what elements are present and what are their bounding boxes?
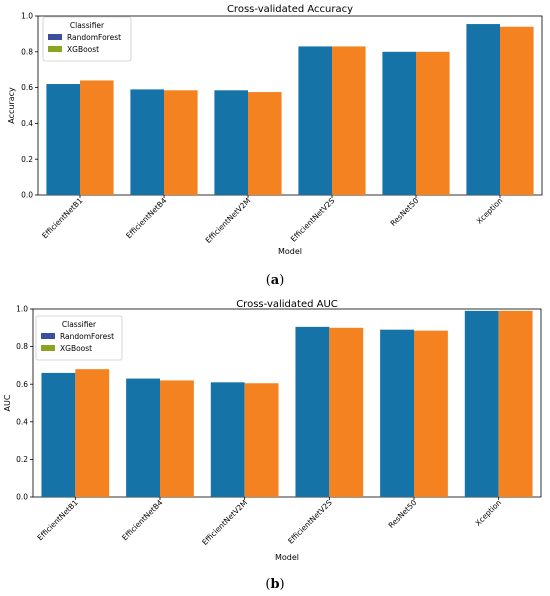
y-tick-label: 0.0 [21,191,33,200]
y-tick-label: 1.0 [21,12,33,21]
bar-xgboost [244,383,279,497]
bar-randomforest [214,90,248,195]
bar-randomforest [380,329,414,497]
bar-randomforest [298,46,332,196]
figure-caption: (a) [266,273,285,288]
bar-xgboost [416,51,450,195]
bar-xgboost [332,46,366,196]
legend-swatch [41,345,55,351]
bar-randomforest [41,372,76,497]
x-axis-label: Model [275,553,299,562]
plot-frame [37,15,543,196]
y-axis-label: Accuracy [7,87,16,124]
x-tick-label: EfficientNetB4 [120,498,164,542]
bar-randomforest [126,378,160,497]
bar-xgboost [414,330,448,497]
y-tick-label: 0.8 [16,342,28,351]
y-axis-label: AUC [3,394,12,411]
bar-randomforest [130,89,164,195]
bar-randomforest [464,310,499,497]
x-tick-label: EfficientNetV2M [200,498,249,547]
legend-title: Classifier [70,21,105,30]
chart-title: Cross-validated Accuracy [227,4,353,15]
bar-xgboost [160,380,194,497]
chart-title: Cross-validated AUC [236,299,338,310]
x-tick-label: ResNet50 [389,196,421,228]
y-tick-label: 0.6 [21,83,33,92]
legend-box [42,16,132,62]
legend: Classifier RandomForest XGBoost [35,315,123,361]
legend-title: Classifier [62,320,97,329]
bar-xgboost [248,92,282,195]
y-tick-label: 0.0 [16,493,28,502]
x-tick-label: EfficientNetB4 [124,196,168,240]
legend-label: RandomForest [67,33,121,42]
bar-randomforest [466,24,500,196]
legend-box [35,315,123,361]
bar-xgboost [80,80,114,195]
x-tick-label: EfficientNetB1 [35,498,79,542]
bar-randomforest [46,84,80,195]
y-tick-label: 0.6 [16,380,28,389]
figure-caption: (b) [265,577,284,592]
y-tick-label: 0.2 [16,455,28,464]
chart-1: Cross-validated Accuracy 0.0 0.2 0.4 0.6 0.8 1… [7,4,543,288]
bar-xgboost [500,26,534,195]
x-tick-label: Xception [473,498,503,528]
legend-swatch [48,46,62,52]
x-axis-label: Model [278,247,302,256]
x-tick-label: Xception [475,196,505,226]
x-tick-label: EfficientNetV2S [289,196,337,244]
bar-randomforest [295,326,330,497]
legend-swatch [41,333,55,339]
legend-label: XGBoost [60,344,92,353]
bar-xgboost [498,310,533,497]
bar-xgboost [164,90,198,195]
bar-xgboost [75,369,110,497]
x-tick-label: ResNet50 [387,498,419,530]
bar-xgboost [329,327,364,497]
legend: Classifier RandomForest XGBoost [42,16,132,62]
legend-swatch [48,34,62,40]
plot-frame [32,308,542,498]
y-tick-label: 1.0 [16,305,28,314]
y-tick-label: 0.4 [16,417,28,426]
chart-2: Cross-validated AUC 0.0 0.2 0.4 0.6 0.8 1.0 AUC… [3,299,542,592]
bar-randomforest [382,51,416,195]
legend-label: RandomForest [60,332,114,341]
legend-label: XGBoost [67,45,99,54]
x-tick-label: EfficientNetB1 [40,196,84,240]
y-tick-label: 0.4 [21,119,33,128]
bar-randomforest [210,382,245,497]
y-tick-label: 0.2 [21,155,33,164]
x-tick-label: EfficientNetV2M [204,196,253,245]
y-tick-label: 0.8 [21,47,33,56]
x-tick-label: EfficientNetV2S [286,498,334,546]
